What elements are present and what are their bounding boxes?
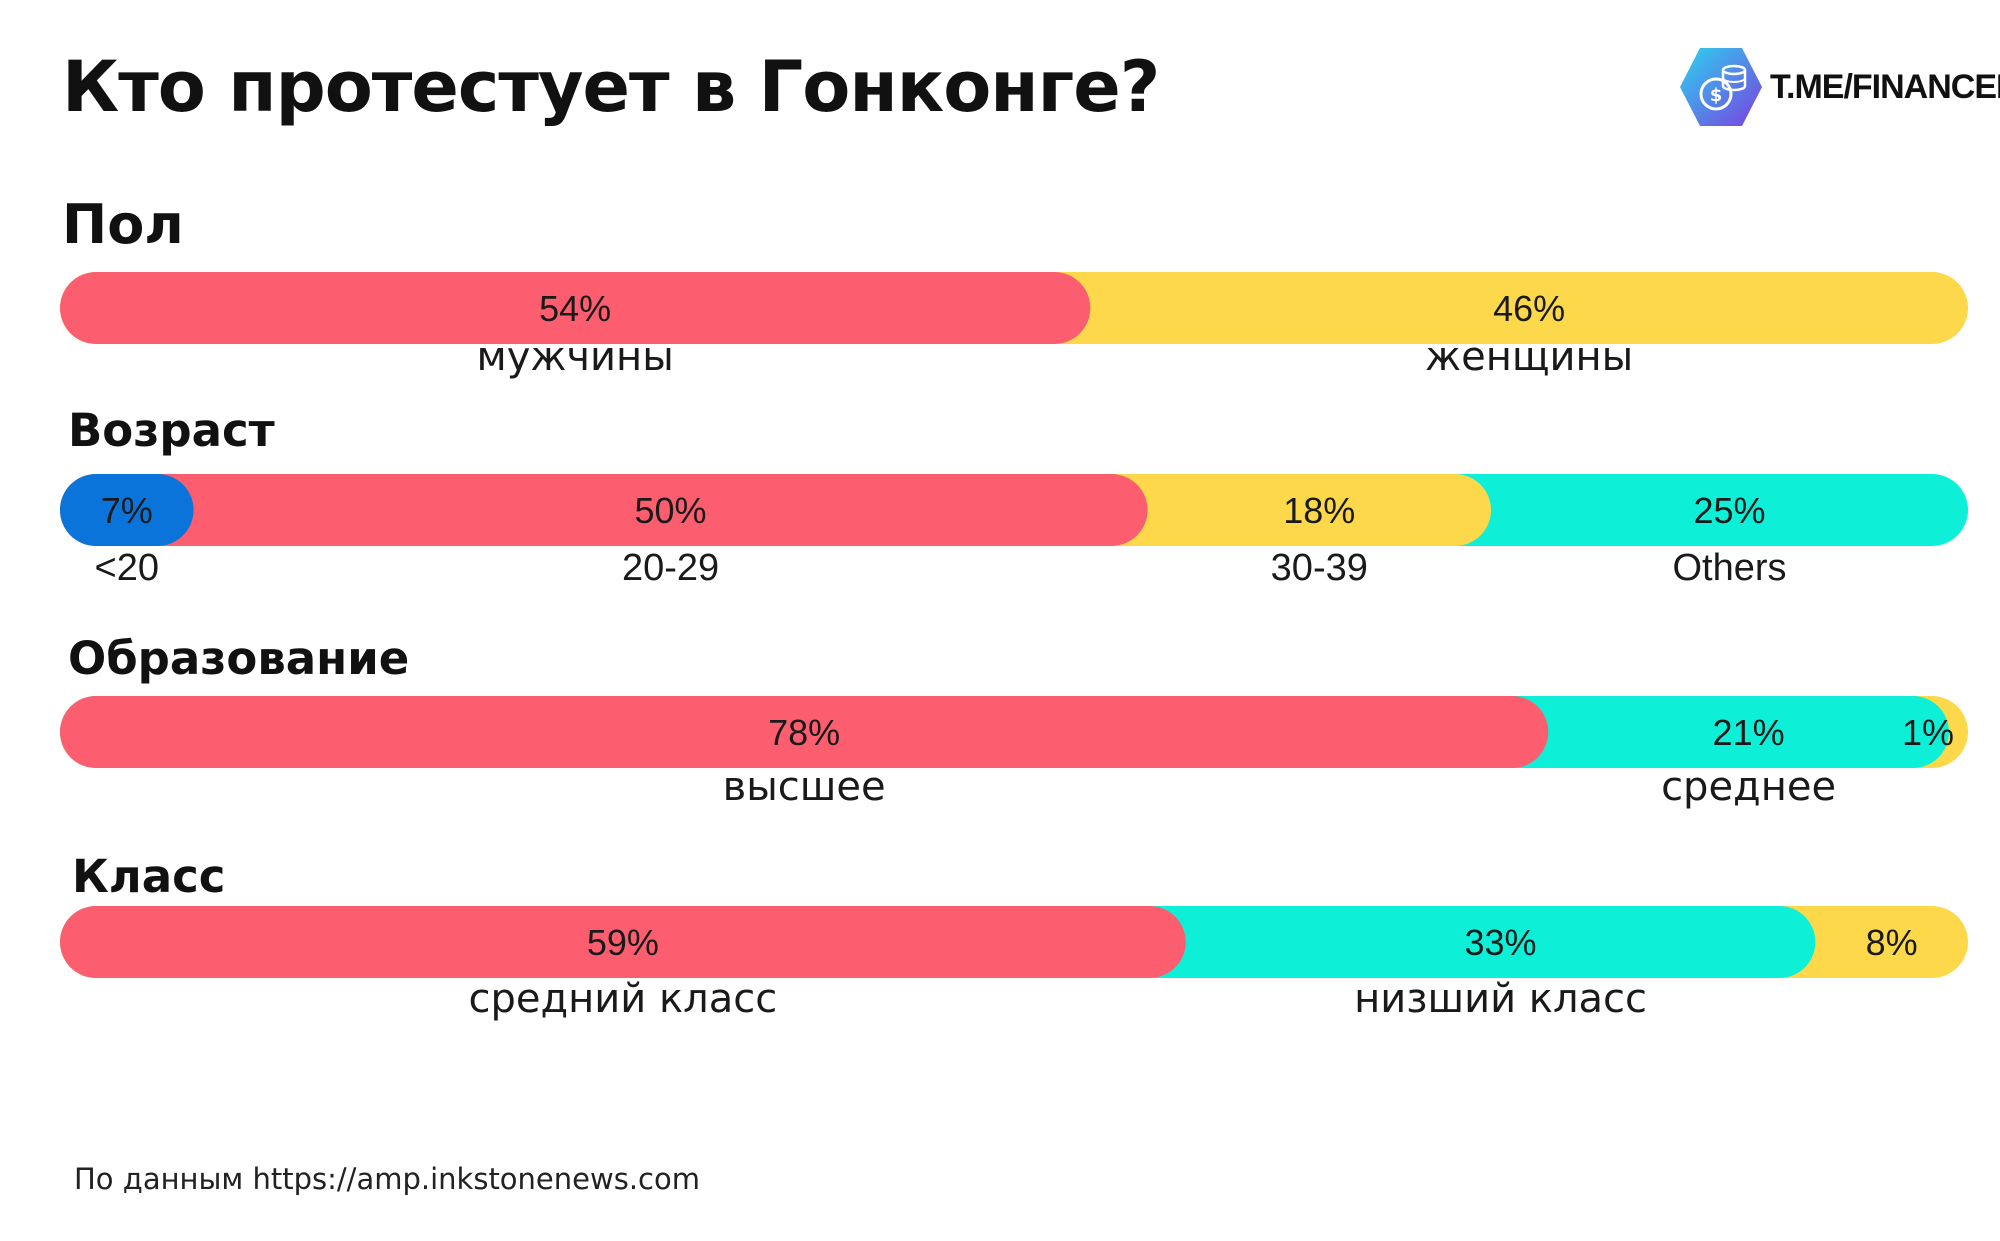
value-label-0-1: 46%: [1493, 288, 1565, 329]
category-label-others: Others: [1672, 547, 1786, 589]
coins-gear-icon: $: [1680, 48, 1762, 126]
category-label-мужчины: мужчины: [477, 334, 674, 380]
bar-group-3: 59% средний класс 33% низший класс 8%: [60, 906, 1968, 1022]
value-label-2-0: 78%: [768, 712, 840, 753]
bar-segment-3-0: [60, 906, 1186, 978]
category-label--20: <20: [95, 547, 159, 589]
source-note: По данным https://amp.inkstonenews.com: [74, 1162, 700, 1196]
value-label-2-1: 21%: [1713, 712, 1785, 753]
section-title-gender: Пол: [62, 193, 184, 256]
category-label-30-39: 30-39: [1271, 547, 1368, 589]
bar-segment-0-0: [60, 272, 1091, 344]
value-label-1-0: 7%: [101, 490, 153, 531]
category-label-низший-класс: низший класс: [1354, 976, 1647, 1022]
bar-segment-2-0: [60, 696, 1549, 768]
brand-link-text[interactable]: T.ME/FINANCEKAZ: [1770, 68, 2000, 106]
bar-segment-1-1: [60, 474, 1148, 546]
section-title-education: Образование: [68, 632, 410, 685]
value-label-3-1: 33%: [1465, 922, 1537, 963]
value-label-2-2: 1%: [1902, 712, 1954, 753]
brand-logo[interactable]: $ T.ME/FINANCEKAZ: [1678, 44, 2000, 130]
svg-text:$: $: [1710, 85, 1723, 106]
category-label-20-29: 20-29: [622, 547, 719, 589]
bar-group-2: 78% высшее 21% среднее 1%: [60, 696, 1968, 810]
category-label-средний-класс: средний класс: [468, 976, 777, 1022]
section-title-age: Возраст: [68, 404, 275, 457]
bar-group-1: 7% <20 50% 20-29 18% 30-39 25% Others: [60, 474, 1968, 589]
section-title-class: Класс: [72, 850, 226, 903]
chart-title: Кто протестует в Гонконге?: [62, 46, 1160, 128]
value-label-0-0: 54%: [539, 288, 611, 329]
bar-group-0: 54% мужчины 46% женщины: [60, 272, 1968, 380]
category-label-высшее: высшее: [723, 764, 886, 810]
value-label-3-2: 8%: [1866, 922, 1918, 963]
bar-segment-1-0: [60, 474, 194, 546]
category-label-женщины: женщины: [1425, 334, 1633, 380]
value-label-1-3: 25%: [1693, 490, 1765, 531]
value-label-3-0: 59%: [587, 922, 659, 963]
value-label-1-1: 50%: [635, 490, 707, 531]
category-label-среднее: среднее: [1661, 764, 1836, 810]
value-label-1-2: 18%: [1283, 490, 1355, 531]
